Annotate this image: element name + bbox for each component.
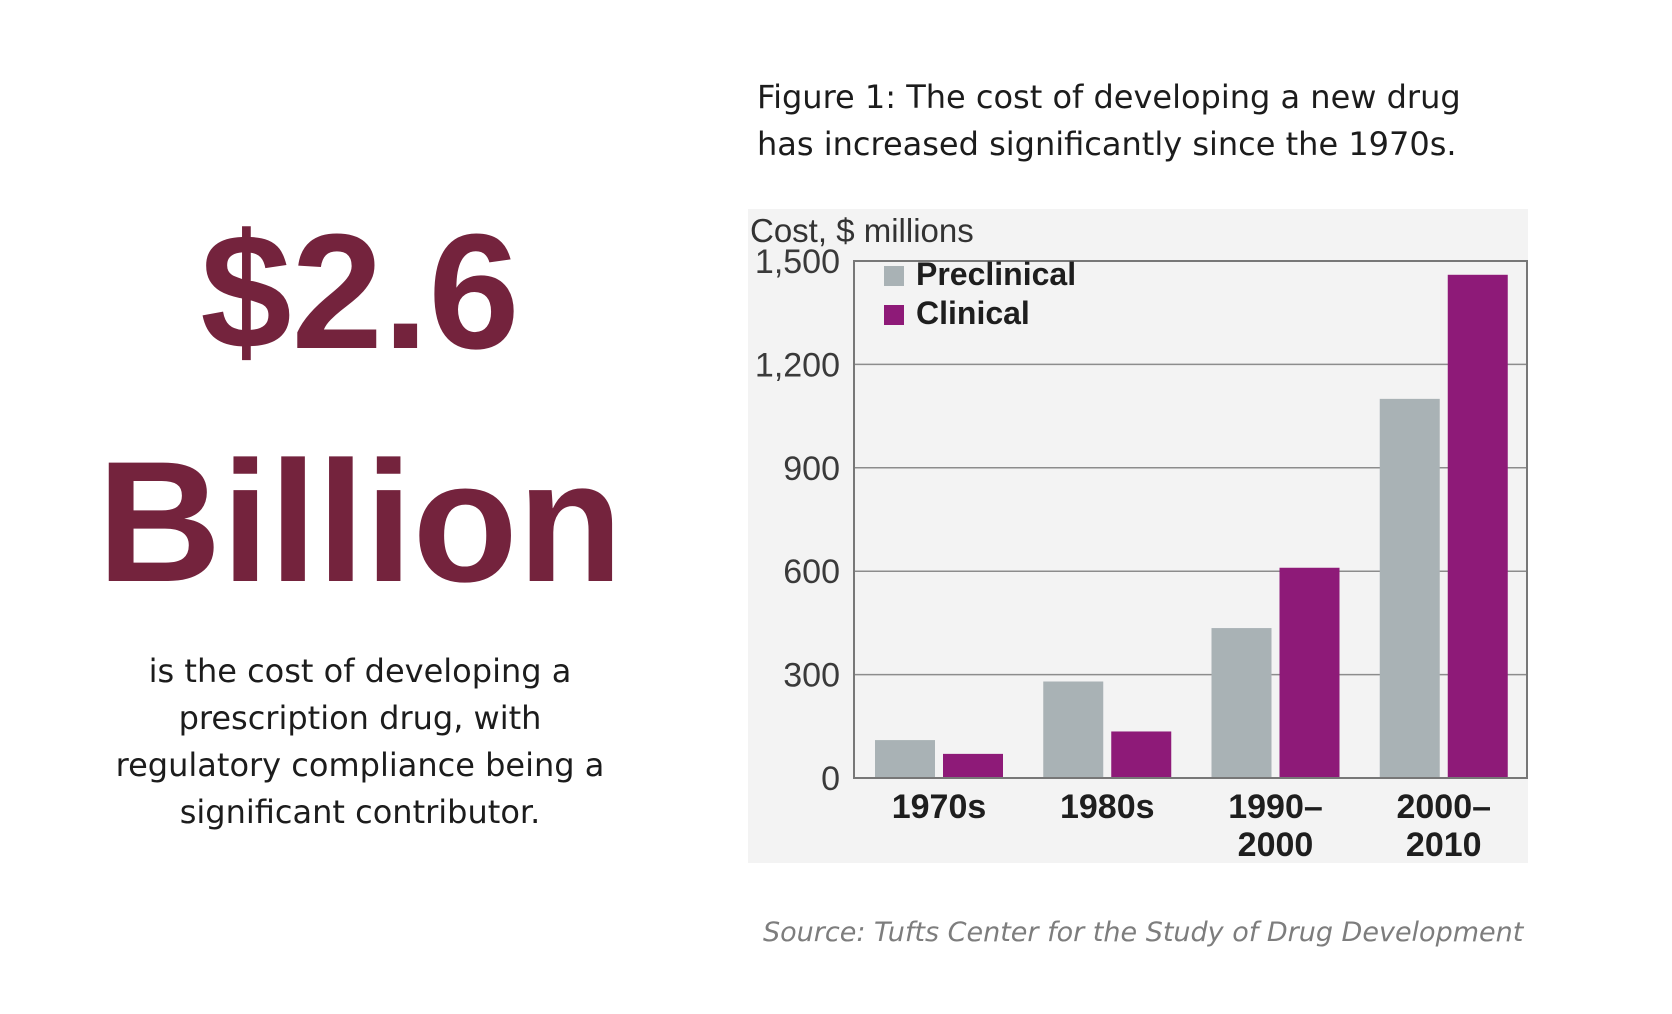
figure-caption: Figure 1: The cost of developing a new d… [757,78,1461,163]
bar-preclinical-3 [1379,398,1440,778]
bar-preclinical-0 [875,740,935,778]
y-tick-label: 1,200 [755,346,840,384]
legend-label-preclinical: Preclinical [916,256,1076,292]
source-note: Source: Tufts Center for the Study of Dr… [763,917,1524,948]
bar-clinical-3 [1447,274,1508,778]
y-tick-label: 1,500 [755,243,840,281]
x-tick-label: 1990– [1228,788,1323,826]
y-tick-label: 600 [783,553,840,591]
x-tick-label: 1980s [1060,788,1155,826]
x-tick-label: 2000 [1238,826,1314,863]
x-tick-label: 1970s [892,788,987,826]
plot-frame [853,260,1528,779]
bar-preclinical-1 [1043,681,1104,778]
headline-unit: Billion [97,426,623,618]
headline-description: is the cost of developing a prescription… [115,652,605,831]
y-tick-label: 300 [783,657,840,695]
bar-clinical-1 [1111,731,1172,778]
headline-amount: $2.6 [200,200,520,383]
bar-clinical-0 [943,753,1003,778]
legend-swatch-preclinical [884,266,904,286]
bar-clinical-2 [1279,567,1340,778]
y-axis-title: Cost, $ millions [750,212,974,249]
x-tick-label: 2000– [1396,788,1491,826]
y-tick-label: 0 [821,760,840,798]
legend-swatch-clinical [884,305,904,325]
chart-panel: 0 300 600 900 1,200 1,500 Cost, $ millions 1970… [748,209,1528,863]
y-tick-label: 900 [783,450,840,488]
bar-preclinical-2 [1211,628,1272,778]
x-tick-label: 2010 [1406,826,1482,863]
legend-label-clinical: Clinical [916,295,1030,331]
